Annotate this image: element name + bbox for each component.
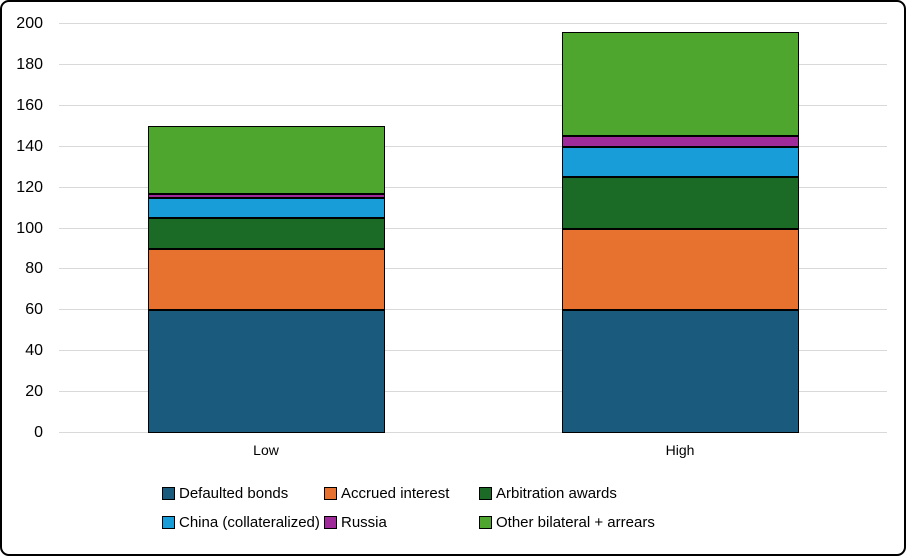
y-axis: 0 20 40 60 80 100 120 140 160 180 200	[2, 16, 48, 441]
y-tick-label: 120	[16, 178, 43, 196]
legend-item-russia: Russia	[324, 513, 479, 531]
legend-label: Russia	[341, 513, 387, 531]
bar-segment-accrued-interest	[561, 228, 799, 311]
bar-high	[561, 32, 799, 433]
bar-segment-china-collateralized	[561, 146, 799, 178]
gridline	[59, 309, 887, 311]
legend-label: Accrued interest	[341, 484, 450, 502]
gridline	[59, 268, 887, 270]
gridline	[59, 63, 887, 65]
y-tick-label: 0	[34, 424, 43, 441]
y-tick-label: 160	[16, 96, 43, 114]
gridline	[59, 432, 887, 433]
y-tick-label: 180	[16, 55, 43, 73]
y-tick-label: 100	[16, 219, 43, 237]
bar-segment-other-bilateral-arrears	[561, 32, 799, 137]
legend-swatch-defaulted-bonds	[162, 486, 175, 500]
legend-item-accrued-interest: Accrued interest	[324, 484, 479, 502]
legend-label: Arbitration awards	[496, 484, 617, 502]
legend-label: Defaulted bonds	[179, 484, 289, 502]
bar-segment-defaulted-bonds	[147, 310, 385, 433]
legend-swatch-russia	[324, 515, 337, 529]
y-tick-label: 80	[25, 260, 43, 278]
y-tick-label: 60	[25, 301, 43, 319]
legend: Defaulted bonds Accrued interest Arbitrati…	[162, 484, 655, 531]
legend-item-china-collateralized: China (collateralized)	[162, 513, 324, 531]
x-category-label: High	[665, 442, 695, 458]
gridline	[59, 104, 887, 106]
y-tick-label: 200	[16, 15, 43, 32]
bar-low	[147, 126, 385, 433]
legend-swatch-china-collateralized	[162, 515, 175, 529]
legend-swatch-arbitration-awards	[479, 486, 492, 500]
legend-label: China (collateralized)	[179, 513, 320, 531]
gridline	[59, 23, 887, 24]
legend-item-defaulted-bonds: Defaulted bonds	[162, 484, 324, 502]
legend-item-arbitration-awards: Arbitration awards	[479, 484, 655, 502]
bar-segment-china-collateralized	[147, 197, 385, 219]
bar-segment-other-bilateral-arrears	[147, 126, 385, 194]
y-tick-label: 40	[25, 342, 43, 360]
x-axis-labels: Low High	[59, 442, 887, 462]
y-tick-label: 140	[16, 137, 43, 155]
bar-segment-accrued-interest	[147, 248, 385, 311]
legend-swatch-accrued-interest	[324, 486, 337, 500]
gridline	[59, 391, 887, 393]
bar-segment-defaulted-bonds	[561, 310, 799, 433]
legend-label: Other bilateral + arrears	[496, 513, 655, 531]
bar-segment-russia	[147, 193, 385, 198]
gridline	[59, 186, 887, 188]
gridline	[59, 145, 887, 147]
legend-item-other-bilateral-arrears: Other bilateral + arrears	[479, 513, 655, 531]
y-tick-label: 20	[25, 383, 43, 401]
x-category-label: Low	[253, 442, 279, 458]
gridline	[59, 350, 887, 352]
bar-segment-arbitration-awards	[147, 218, 385, 249]
bar-segment-arbitration-awards	[561, 177, 799, 229]
bar-segment-russia	[561, 136, 799, 147]
plot-area	[59, 23, 887, 433]
gridline	[59, 227, 887, 229]
legend-swatch-other-bilateral-arrears	[479, 515, 492, 529]
